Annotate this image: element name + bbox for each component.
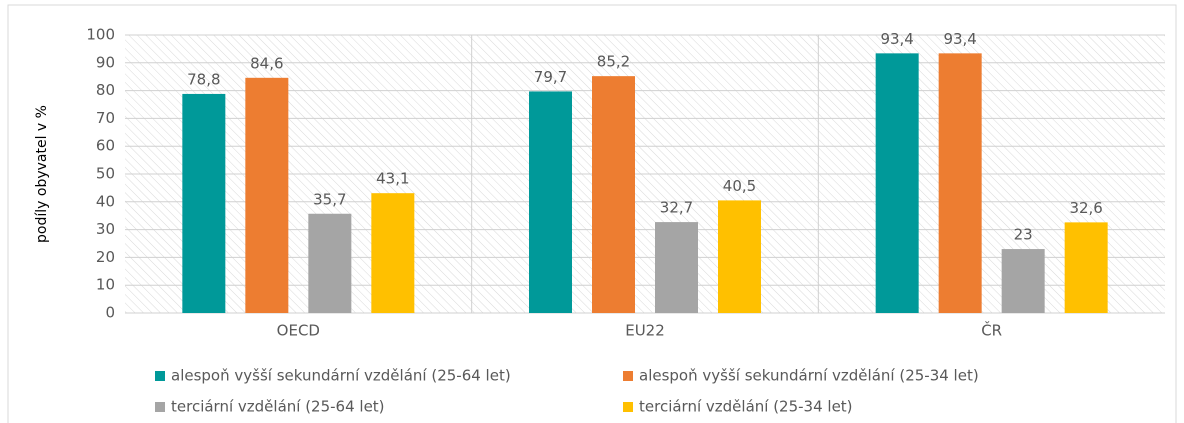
y-tick-label: 40 (96, 192, 115, 210)
data-label: 85,2 (597, 53, 630, 71)
y-axis-label: podíly obyvatel v % (34, 105, 50, 243)
y-tick-label: 30 (96, 220, 115, 238)
legend-swatch (623, 402, 633, 412)
bar (655, 222, 698, 313)
y-tick-label: 10 (96, 276, 115, 294)
data-label: 23 (1014, 226, 1033, 244)
y-tick-label: 100 (86, 26, 115, 44)
legend-label: terciární vzdělání (25-34 let) (639, 398, 853, 416)
data-label: 32,6 (1069, 199, 1102, 217)
y-tick-label: 0 (105, 304, 115, 322)
bar (308, 213, 352, 313)
data-label: 79,7 (534, 68, 567, 86)
y-tick-label: 70 (96, 109, 115, 127)
data-label: 43,1 (376, 170, 409, 188)
y-tick-label: 20 (96, 248, 115, 266)
x-tick-label: ČR (981, 321, 1002, 340)
y-tick-label: 80 (96, 81, 115, 99)
bar (592, 76, 635, 313)
x-tick-label: EU22 (625, 322, 665, 340)
y-tick-label: 90 (96, 53, 115, 71)
chart-frame (7, 4, 1177, 423)
bar (182, 93, 226, 313)
legend-swatch (155, 402, 165, 412)
data-label: 93,4 (943, 30, 976, 48)
legend-swatch (623, 371, 633, 381)
legend-swatch (155, 371, 165, 381)
data-label: 78,8 (187, 70, 220, 88)
legend-label: alespoň vyšší sekundární vzdělání (25-34… (639, 367, 979, 385)
data-label: 35,7 (313, 190, 346, 208)
bar (938, 53, 982, 314)
bar (371, 193, 415, 313)
y-tick-label: 50 (96, 165, 115, 183)
data-label: 93,4 (880, 30, 913, 48)
bar (1064, 222, 1108, 313)
legend-label: terciární vzdělání (25-64 let) (171, 398, 385, 416)
data-label: 32,7 (660, 199, 693, 217)
bar (718, 200, 761, 313)
legend-label: alespoň vyšší sekundární vzdělání (25-64… (171, 367, 511, 385)
data-label: 84,6 (250, 54, 283, 72)
data-label: 40,5 (723, 177, 756, 195)
bar (245, 77, 289, 313)
bar (529, 91, 572, 314)
bar (875, 53, 919, 314)
bar (1001, 249, 1045, 313)
y-tick-label: 60 (96, 137, 115, 155)
x-tick-label: OECD (277, 322, 320, 340)
